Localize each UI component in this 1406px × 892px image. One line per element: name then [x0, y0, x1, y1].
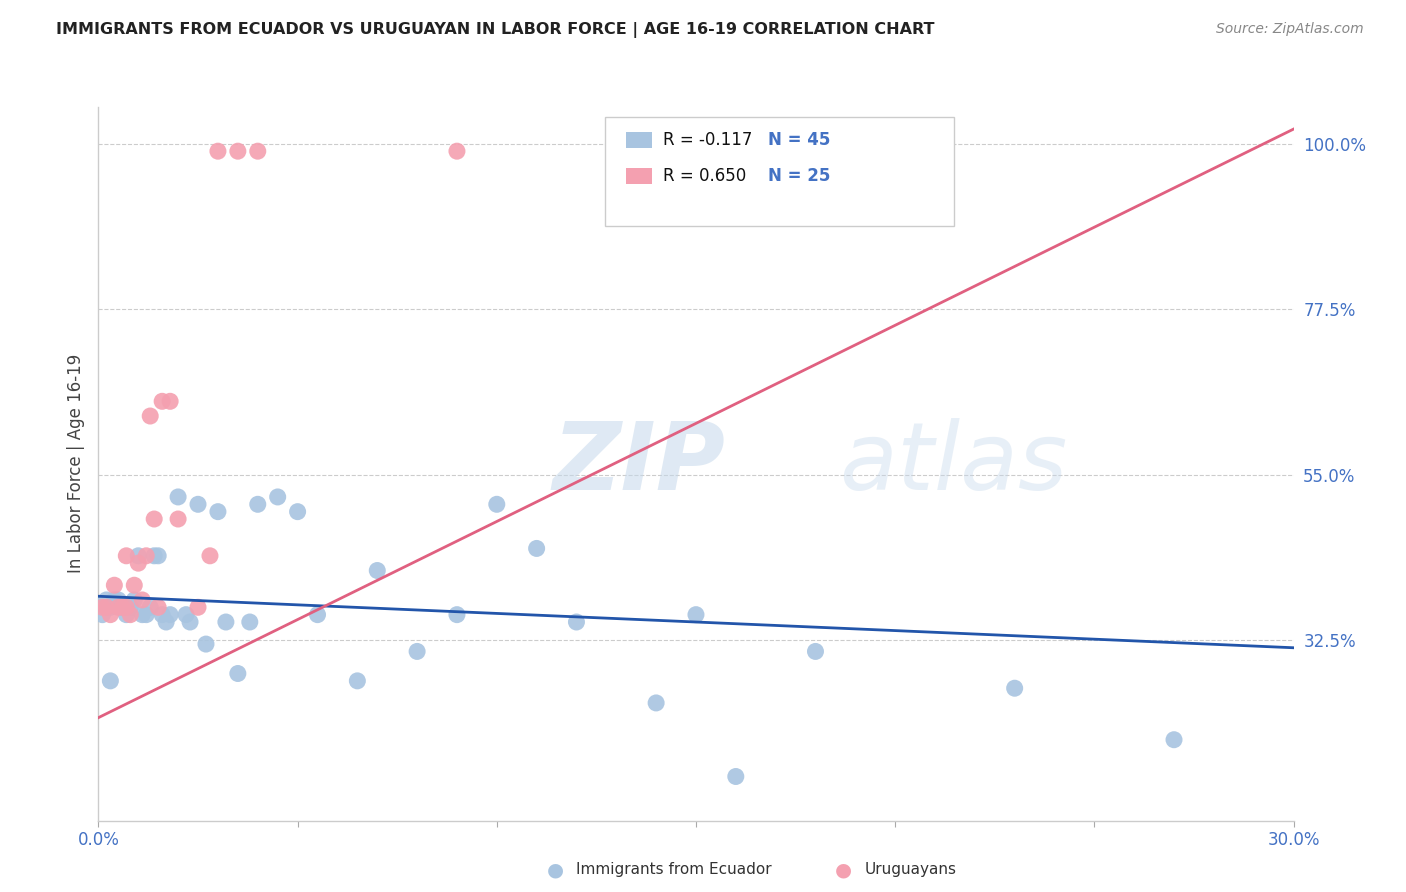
Text: R = -0.117: R = -0.117	[664, 131, 752, 149]
Point	[120, 600, 142, 615]
Point	[148, 600, 170, 615]
Point	[366, 564, 388, 578]
Point	[565, 615, 588, 629]
Point	[215, 615, 238, 629]
Point	[131, 607, 153, 622]
Text: IMMIGRANTS FROM ECUADOR VS URUGUAYAN IN LABOR FORCE | AGE 16-19 CORRELATION CHAR: IMMIGRANTS FROM ECUADOR VS URUGUAYAN IN …	[56, 22, 935, 38]
Point	[1163, 732, 1185, 747]
Point	[143, 549, 166, 563]
Point	[174, 607, 197, 622]
Point	[100, 600, 122, 615]
Point	[107, 593, 129, 607]
Text: ZIP: ZIP	[553, 417, 725, 510]
Point	[111, 600, 134, 615]
Point	[246, 144, 269, 158]
Text: R = 0.650: R = 0.650	[664, 167, 747, 185]
Point	[346, 673, 368, 688]
Point	[155, 615, 177, 629]
Point	[103, 578, 125, 592]
Point	[446, 144, 468, 158]
Point	[100, 673, 122, 688]
Point	[107, 600, 129, 615]
Point	[287, 505, 309, 519]
Point	[150, 607, 173, 622]
Point	[111, 600, 134, 615]
Point	[526, 541, 548, 556]
Text: N = 25: N = 25	[768, 167, 831, 185]
Point	[446, 607, 468, 622]
Point	[167, 512, 190, 526]
Point	[307, 607, 329, 622]
Point	[150, 394, 173, 409]
Point	[239, 615, 262, 629]
Text: N = 45: N = 45	[768, 131, 831, 149]
Point	[91, 607, 114, 622]
Text: ●: ●	[547, 860, 564, 880]
Point	[207, 144, 229, 158]
Point	[645, 696, 668, 710]
Text: atlas: atlas	[839, 418, 1067, 509]
Text: ●: ●	[835, 860, 852, 880]
Point	[139, 409, 162, 423]
Point	[124, 578, 146, 592]
Point	[115, 607, 138, 622]
Point	[103, 593, 125, 607]
Point	[159, 394, 181, 409]
Point	[159, 607, 181, 622]
Point	[226, 144, 249, 158]
Point	[198, 549, 221, 563]
Point	[485, 497, 508, 511]
Y-axis label: In Labor Force | Age 16-19: In Labor Force | Age 16-19	[66, 354, 84, 574]
Point	[207, 505, 229, 519]
Point	[100, 607, 122, 622]
Point	[96, 593, 118, 607]
Point	[685, 607, 707, 622]
Point	[187, 600, 209, 615]
Point	[804, 644, 827, 658]
Point	[115, 549, 138, 563]
Text: Immigrants from Ecuador: Immigrants from Ecuador	[576, 863, 772, 877]
Point	[96, 600, 118, 615]
Point	[91, 600, 114, 615]
Point	[226, 666, 249, 681]
Point	[127, 549, 149, 563]
Point	[139, 600, 162, 615]
Point	[195, 637, 218, 651]
Point	[179, 615, 201, 629]
Point	[143, 512, 166, 526]
Text: Uruguayans: Uruguayans	[865, 863, 956, 877]
Point	[135, 549, 157, 563]
Point	[187, 497, 209, 511]
Point	[267, 490, 290, 504]
Text: Source: ZipAtlas.com: Source: ZipAtlas.com	[1216, 22, 1364, 37]
Point	[148, 549, 170, 563]
Point	[1004, 681, 1026, 696]
Point	[127, 556, 149, 570]
Point	[124, 593, 146, 607]
Point	[135, 607, 157, 622]
Point	[120, 607, 142, 622]
Point	[406, 644, 429, 658]
Point	[115, 600, 138, 615]
Point	[131, 593, 153, 607]
Point	[246, 497, 269, 511]
Point	[724, 770, 747, 784]
Point	[167, 490, 190, 504]
